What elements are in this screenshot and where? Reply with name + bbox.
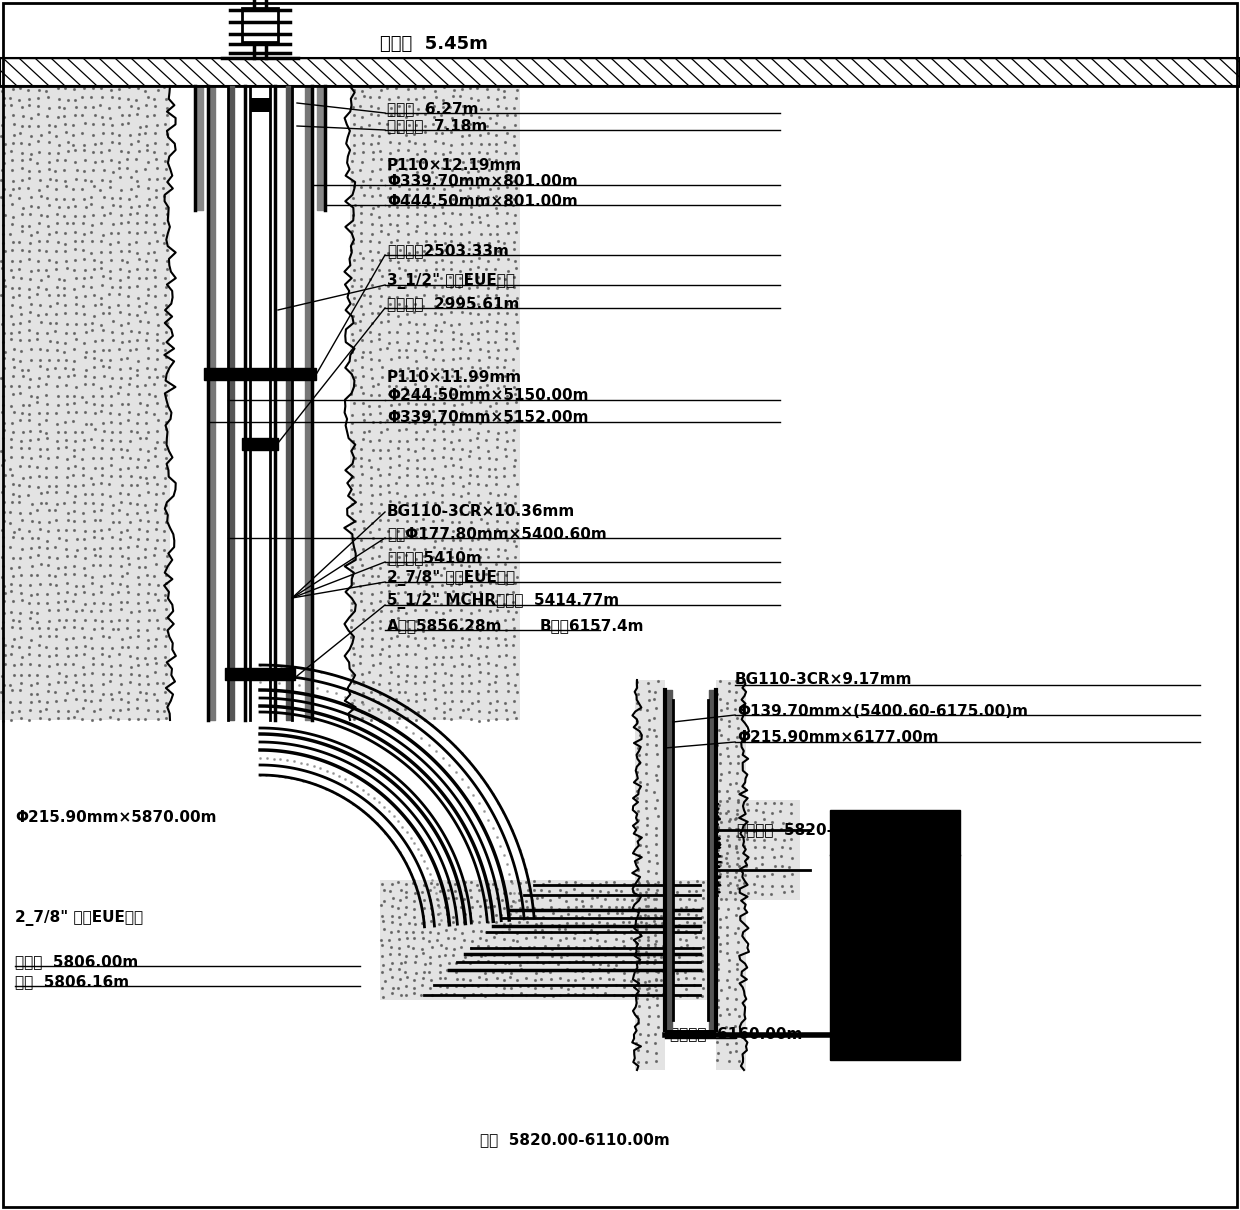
Text: 人工井底  6160.00m: 人工井底 6160.00m xyxy=(670,1026,802,1042)
Text: A点：5856.28m: A点：5856.28m xyxy=(387,618,502,634)
Text: 分级箍：2503.33m: 分级箍：2503.33m xyxy=(387,243,508,259)
Text: 套管Φ177.80mm×5400.60m: 套管Φ177.80mm×5400.60m xyxy=(387,526,606,542)
Bar xyxy=(224,668,295,680)
Text: P110×11.99mm: P110×11.99mm xyxy=(387,370,522,386)
Text: Φ444.50mm×801.00m: Φ444.50mm×801.00m xyxy=(387,194,578,208)
Text: Φ139.70mm×(5400.60-6175.00)m: Φ139.70mm×(5400.60-6175.00)m xyxy=(737,703,1028,719)
Text: 油管挂  6.27m: 油管挂 6.27m xyxy=(387,102,479,116)
Bar xyxy=(242,438,278,450)
Bar xyxy=(379,880,711,999)
Text: Φ339.70mm×801.00m: Φ339.70mm×801.00m xyxy=(387,173,578,189)
Bar xyxy=(250,98,270,113)
Text: 2_7/8" 直角EUE油管: 2_7/8" 直角EUE油管 xyxy=(387,570,515,586)
Bar xyxy=(635,680,665,1070)
Text: 变扣接头  2995.61m: 变扣接头 2995.61m xyxy=(387,296,520,311)
Bar xyxy=(665,1030,715,1038)
Text: 3_1/2" 直角EUE油管: 3_1/2" 直角EUE油管 xyxy=(387,273,515,289)
Text: 造斜点：5410m: 造斜点：5410m xyxy=(387,551,482,565)
Bar xyxy=(715,800,800,900)
Bar xyxy=(205,368,316,380)
Text: Φ215.90mm×6177.00m: Φ215.90mm×6177.00m xyxy=(737,731,939,745)
Text: 双公接头  7.18m: 双公接头 7.18m xyxy=(387,119,487,133)
Bar xyxy=(242,8,278,42)
Text: 2_7/8" 直角EUE油管: 2_7/8" 直角EUE油管 xyxy=(15,910,143,926)
Text: BG110-3CR×9.17mm: BG110-3CR×9.17mm xyxy=(735,673,913,687)
Bar xyxy=(350,86,520,720)
Text: 管鞋  5806.16m: 管鞋 5806.16m xyxy=(15,974,129,990)
Text: B点：6157.4m: B点：6157.4m xyxy=(539,618,645,634)
Bar xyxy=(0,58,1240,86)
Bar xyxy=(715,680,746,1070)
Text: Φ244.50mm×5150.00m: Φ244.50mm×5150.00m xyxy=(387,388,589,403)
Text: Φ215.90mm×5870.00m: Φ215.90mm×5870.00m xyxy=(15,811,217,825)
Text: P110×12.19mm: P110×12.19mm xyxy=(387,159,522,173)
Text: Φ339.70mm×5152.00m: Φ339.70mm×5152.00m xyxy=(387,410,589,426)
Text: 射孔  5820.00-6110.00m: 射孔 5820.00-6110.00m xyxy=(480,1133,670,1147)
Bar xyxy=(0,86,170,720)
Text: 含水油层  5820-6110m: 含水油层 5820-6110m xyxy=(737,823,892,837)
Text: 油补距  5.45m: 油补距 5.45m xyxy=(379,35,487,53)
Bar xyxy=(830,809,960,1060)
Text: 5_1/2" MCHR封隔器  5414.77m: 5_1/2" MCHR封隔器 5414.77m xyxy=(387,593,619,609)
Text: 接球器  5806.00m: 接球器 5806.00m xyxy=(15,955,138,969)
Text: BG110-3CR×10.36mm: BG110-3CR×10.36mm xyxy=(387,505,575,519)
